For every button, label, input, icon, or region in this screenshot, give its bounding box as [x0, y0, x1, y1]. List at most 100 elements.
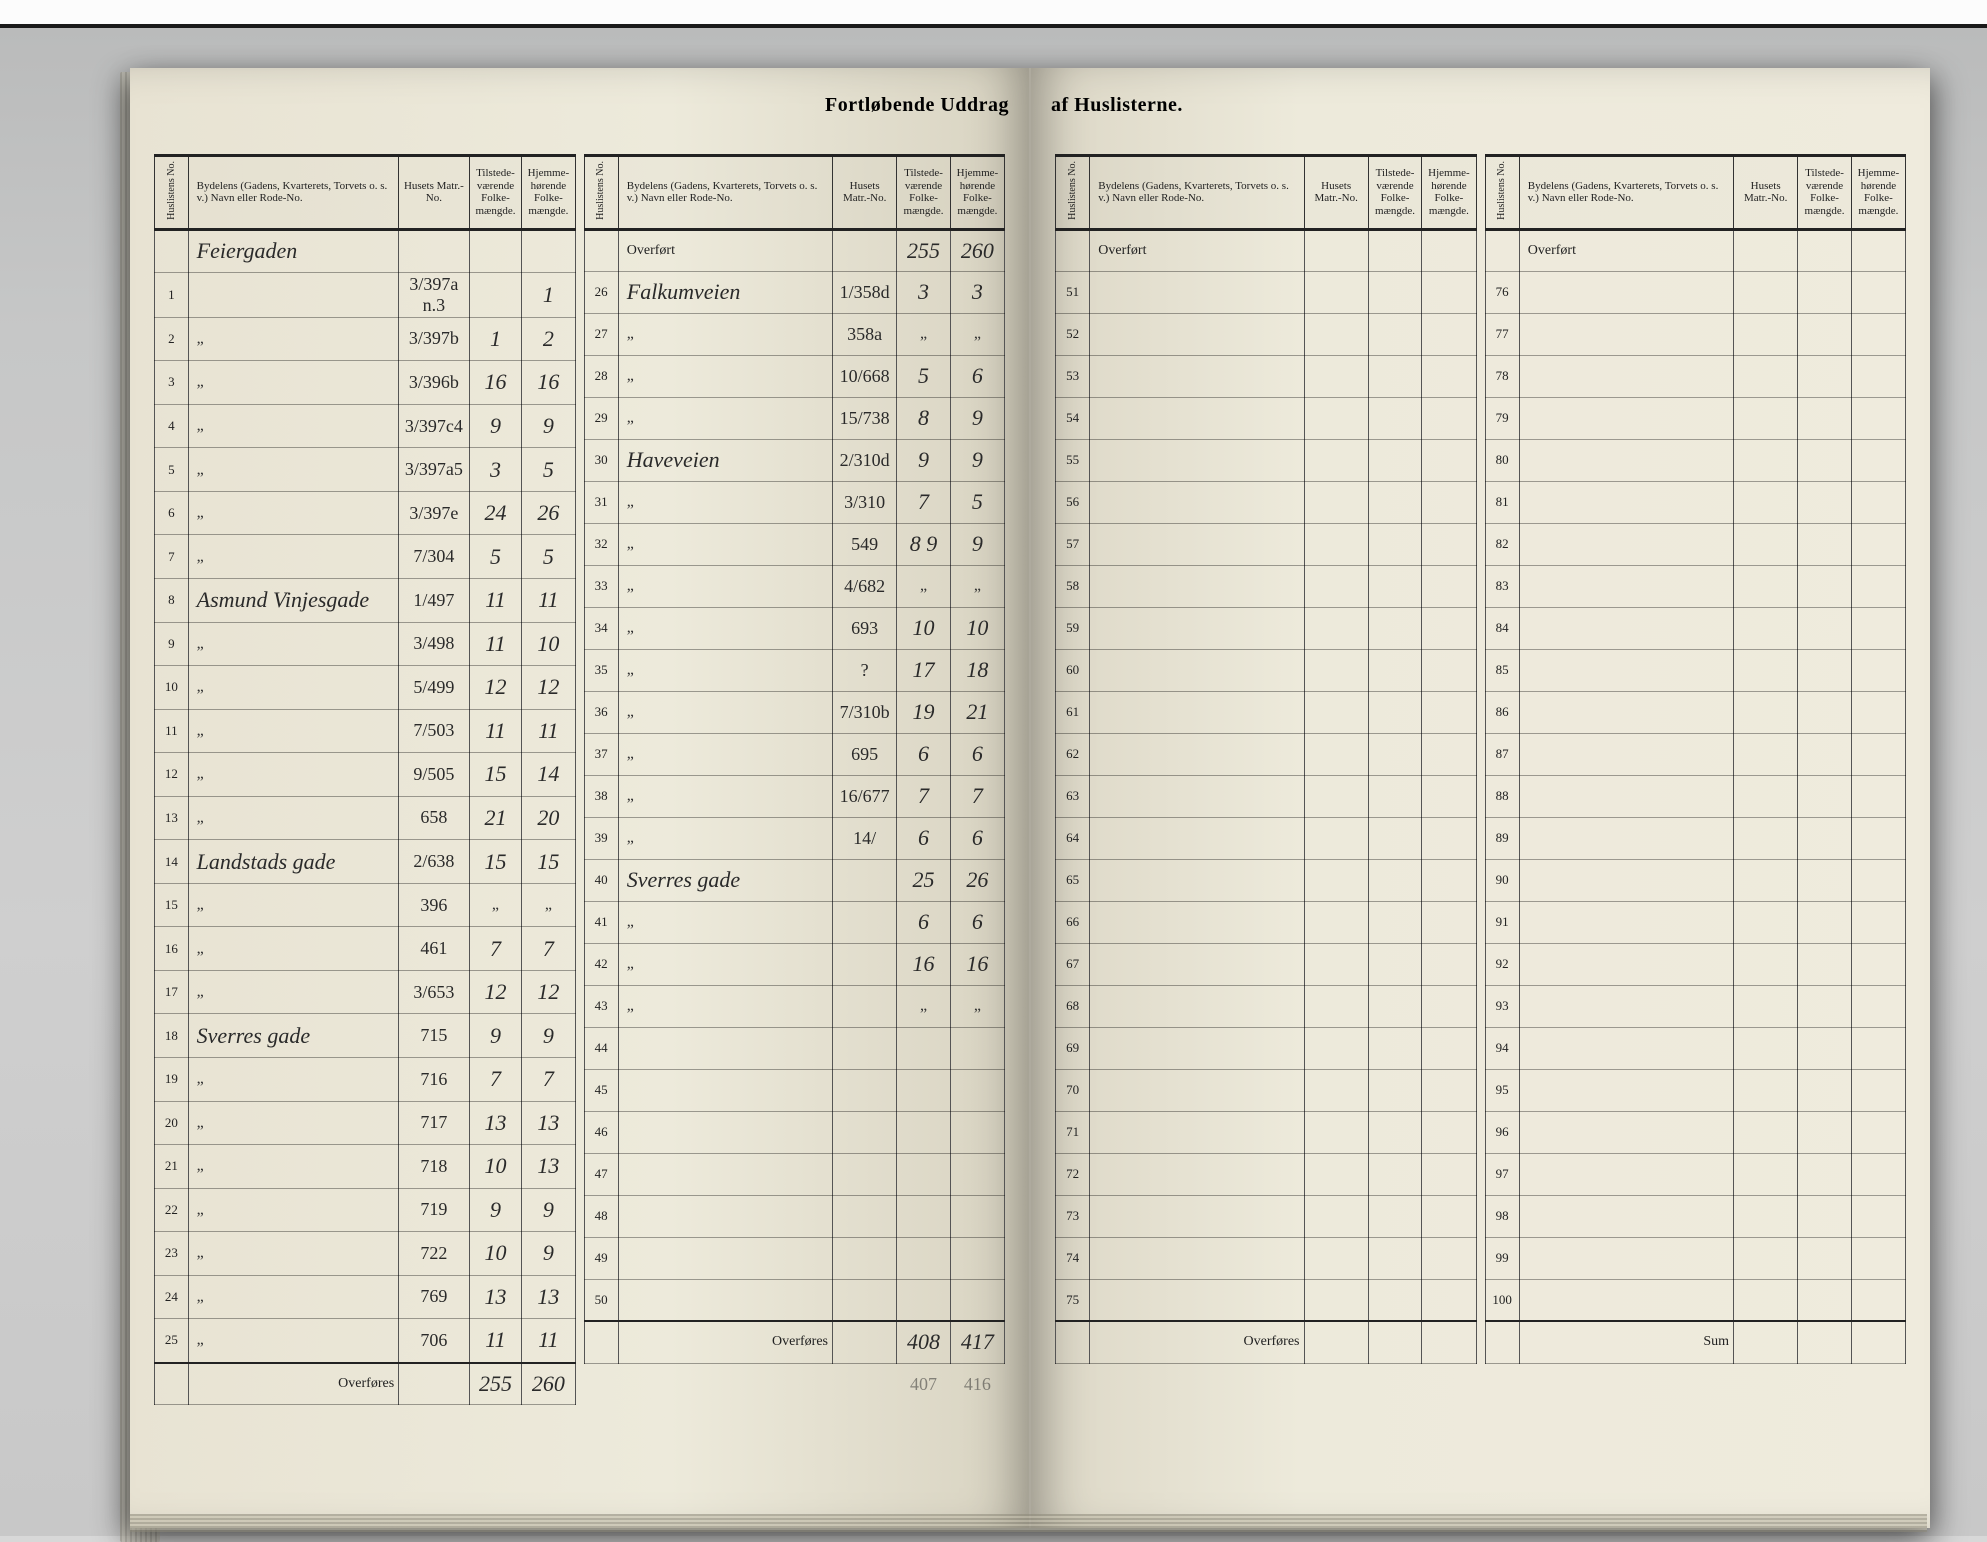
- cell-street: [1519, 1111, 1733, 1153]
- cell-hjemme: 14: [522, 753, 575, 797]
- cell-tilstede: [1368, 733, 1422, 775]
- cell-hjemme: 18: [950, 649, 1004, 691]
- cell-street: [1519, 355, 1733, 397]
- cell-street: [618, 1279, 832, 1321]
- row-number: 72: [1056, 1153, 1090, 1195]
- table-row: 80: [1485, 439, 1906, 481]
- row-number: 14: [155, 840, 189, 884]
- cell-matr: 722: [399, 1232, 470, 1276]
- cell-tilstede: „: [897, 985, 951, 1027]
- overfort-label: Overført: [1519, 229, 1733, 271]
- cell-street: [1519, 1027, 1733, 1069]
- cell-matr: [833, 1195, 897, 1237]
- cell-street: [1519, 817, 1733, 859]
- table-row: 33„4/682„„: [584, 565, 1005, 607]
- col-hjemme: Hjemme-hørende Folke-mængde.: [522, 156, 575, 230]
- cell-tilstede: [1798, 1027, 1852, 1069]
- table-row: 22„71999: [155, 1188, 576, 1232]
- table-row: 11„7/5031111: [155, 709, 576, 753]
- cell-tilstede: 7: [897, 775, 951, 817]
- cell-matr: [1304, 481, 1368, 523]
- row-number: 88: [1485, 775, 1519, 817]
- cell-street: [618, 1027, 832, 1069]
- cell-matr: [1304, 523, 1368, 565]
- cell-matr: [1304, 985, 1368, 1027]
- cell-matr: [833, 943, 897, 985]
- row-number: 70: [1056, 1069, 1090, 1111]
- row-number: 90: [1485, 859, 1519, 901]
- table-row: 57: [1056, 523, 1477, 565]
- cell-street: [1519, 565, 1733, 607]
- cell-matr: [1734, 1195, 1798, 1237]
- cell-hjemme: 13: [522, 1275, 575, 1319]
- cell-hjemme: „: [522, 883, 575, 927]
- cell-hjemme: 26: [522, 491, 575, 535]
- cell-hjemme: 6: [950, 355, 1004, 397]
- cell-tilstede: 13: [469, 1101, 522, 1145]
- cell-hjemme: [1422, 313, 1476, 355]
- cell-tilstede: 25: [897, 859, 951, 901]
- table-row: 75: [1056, 1279, 1477, 1321]
- table-row: 49: [584, 1237, 1005, 1279]
- cell-street: „: [618, 901, 832, 943]
- cell-hjemme: „: [950, 985, 1004, 1027]
- row-number: 100: [1485, 1279, 1519, 1321]
- cell-matr: [1304, 397, 1368, 439]
- cell-matr: 2/638: [399, 840, 470, 884]
- row-number: 92: [1485, 943, 1519, 985]
- ledger-block-4: Huslistens No. Bydelens (Gadens, Kvarter…: [1485, 154, 1907, 1364]
- col-huslistens: Huslistens No.: [595, 161, 607, 220]
- cell-hjemme: 6: [950, 733, 1004, 775]
- row-number: 37: [584, 733, 618, 775]
- table-row: 13/397a n.31: [155, 273, 576, 318]
- viewer-frame-top: [0, 0, 1987, 28]
- cell-matr: [1304, 817, 1368, 859]
- row-number: 7: [155, 535, 189, 579]
- cell-matr: [1734, 859, 1798, 901]
- table-row: 24„7691313: [155, 1275, 576, 1319]
- row-number: 2: [155, 317, 189, 361]
- col-bydel: Bydelens (Gadens, Kvarterets, Torvets o.…: [1090, 156, 1304, 230]
- row-number: 75: [1056, 1279, 1090, 1321]
- row-number: 93: [1485, 985, 1519, 1027]
- row-number: 42: [584, 943, 618, 985]
- col-matr: Husets Matr.-No.: [399, 156, 470, 230]
- cell-matr: [1304, 1111, 1368, 1153]
- row-number: 80: [1485, 439, 1519, 481]
- cell-hjemme: [1422, 733, 1476, 775]
- col-bydel: Bydelens (Gadens, Kvarterets, Torvets o.…: [618, 156, 832, 230]
- cell-matr: [1304, 1153, 1368, 1195]
- cell-street: Falkumveien: [618, 271, 832, 313]
- table-row: 85: [1485, 649, 1906, 691]
- cell-street: [1090, 1279, 1304, 1321]
- cell-matr: 7/310b: [833, 691, 897, 733]
- cell-street: „: [188, 361, 398, 405]
- block1-body: Feiergaden 13/397a n.312„3/397b123„3/396…: [155, 229, 576, 1363]
- cell-hjemme: 9: [950, 397, 1004, 439]
- cell-hjemme: „: [950, 565, 1004, 607]
- table-row: 54: [1056, 397, 1477, 439]
- row-number: 56: [1056, 481, 1090, 523]
- cell-tilstede: [1798, 355, 1852, 397]
- cell-hjemme: 1: [522, 273, 575, 318]
- cell-matr: [833, 985, 897, 1027]
- row-number: 1: [155, 273, 189, 318]
- table-row: 27„358a„„: [584, 313, 1005, 355]
- cell-hjemme: [1422, 481, 1476, 523]
- cell-tilstede: [1798, 523, 1852, 565]
- cell-matr: 396: [399, 883, 470, 927]
- row-number: 98: [1485, 1195, 1519, 1237]
- cell-street: „: [618, 985, 832, 1027]
- cell-hjemme: 11: [522, 709, 575, 753]
- cell-matr: [1734, 733, 1798, 775]
- cell-street: Haveveien: [618, 439, 832, 481]
- row-number: 57: [1056, 523, 1090, 565]
- cell-hjemme: [1851, 271, 1905, 313]
- col-tilstede: Tilstede-værende Folke-mængde.: [897, 156, 951, 230]
- cell-street: Sverres gade: [188, 1014, 398, 1058]
- cell-tilstede: 12: [469, 666, 522, 710]
- cell-tilstede: [1798, 1153, 1852, 1195]
- row-number: 86: [1485, 691, 1519, 733]
- row-number: 21: [155, 1145, 189, 1189]
- cell-hjemme: [1422, 1111, 1476, 1153]
